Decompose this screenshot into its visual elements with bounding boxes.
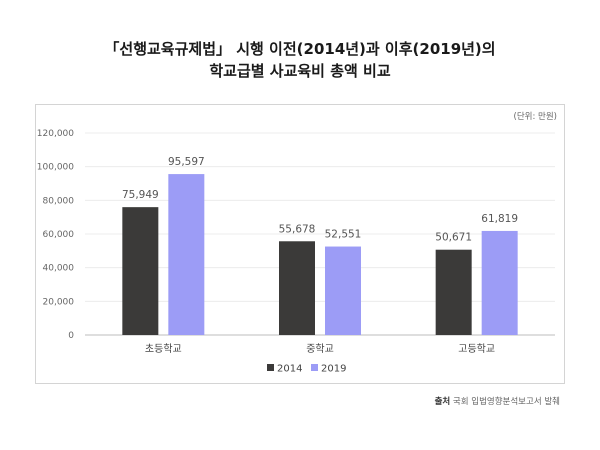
data-label: 55,678 [279, 223, 316, 235]
category-label: 고등학교 [458, 343, 495, 355]
category-label: 중학교 [306, 343, 334, 355]
source-text: 국회 입법영향분석보고서 발췌 [452, 397, 560, 407]
bar-2019-2 [481, 230, 518, 335]
source-label: 출처 [434, 397, 451, 407]
legend: 2014 2019 [267, 364, 346, 375]
legend-swatch [267, 364, 274, 371]
chart-panel [35, 104, 565, 384]
chart-title-line-1: 「선행교육규제법」 시행 이전(2014년)과 이후(2019년)의 [104, 40, 496, 58]
category-label: 초등학교 [145, 343, 182, 355]
y-tick-label: 60,000 [43, 230, 75, 240]
category-labels: 초등학교 중학교 고등학교 [145, 343, 495, 355]
y-tick-label: 20,000 [43, 297, 75, 307]
data-label: 95,597 [168, 156, 205, 168]
bar-2014-2 [435, 249, 472, 335]
chart-title-line-2: 학교급별 사교육비 총액 비교 [209, 62, 391, 80]
legend-label: 2019 [321, 364, 346, 375]
bar-2014-1 [279, 241, 315, 335]
y-tick-label: 40,000 [43, 264, 75, 274]
data-label: 52,551 [325, 229, 362, 241]
bar-2014-0 [122, 207, 159, 335]
legend-swatch [311, 364, 318, 371]
source-note: 출처 국회 입법영향분석보고서 발췌 [435, 395, 560, 407]
data-label: 75,949 [122, 189, 159, 201]
y-tick-label: 120,000 [37, 129, 74, 139]
unit-label: (단위: 만원) [514, 111, 557, 122]
data-label: 50,671 [435, 232, 472, 244]
data-labels: 75,949 95,597 55,678 52,551 50,671 61,819 [122, 156, 518, 244]
chart-title: 「선행교육규제법」 시행 이전(2014년)과 이후(2019년)의 학교급별 … [0, 38, 600, 82]
bar-2019-0 [168, 174, 205, 335]
legend-label: 2014 [277, 364, 302, 375]
y-tick-label: 100,000 [37, 163, 74, 173]
y-axis-ticks: 0 20,000 40,000 60,000 80,000 100,000 120,000 [37, 129, 74, 341]
y-tick-label: 0 [68, 331, 74, 341]
bar-2019-1 [325, 246, 361, 335]
y-tick-label: 80,000 [43, 196, 75, 206]
bars [122, 174, 518, 335]
gridlines [85, 132, 555, 336]
data-label: 61,819 [481, 213, 518, 225]
